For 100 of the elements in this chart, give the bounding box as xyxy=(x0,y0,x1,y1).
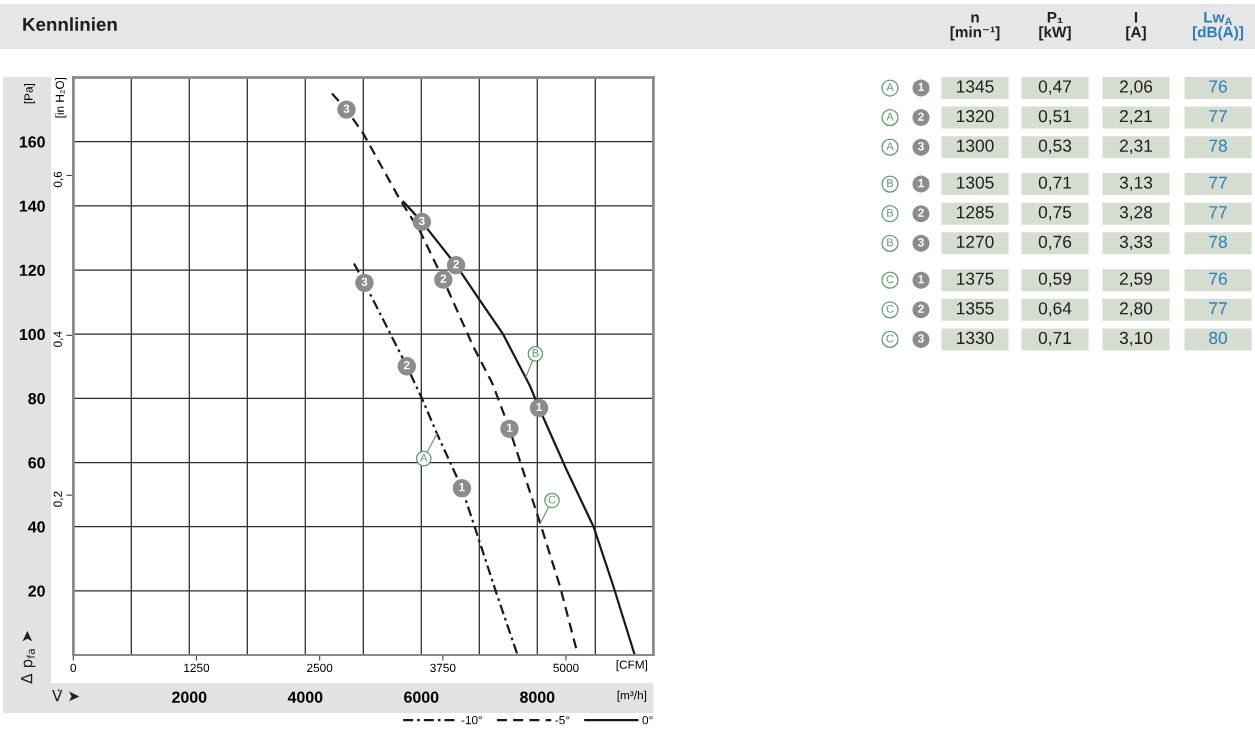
category-label: Lw$_{A}$ [dB(A)] xyxy=(1192,12,1244,41)
category-label: C xyxy=(886,304,894,313)
text: 78 xyxy=(1209,139,1227,152)
category-label: 1 xyxy=(918,275,924,284)
x-tick-label: 2000 xyxy=(172,691,207,703)
text: 77 xyxy=(1209,176,1227,189)
text: 1355 xyxy=(957,302,994,315)
text: 1345 xyxy=(957,80,994,93)
text: 3,33 xyxy=(1119,235,1153,251)
text: 0,76 xyxy=(1038,235,1072,251)
text: 0,59 xyxy=(1038,272,1072,287)
text: 0,53 xyxy=(1038,139,1072,154)
category-label: 1 xyxy=(918,179,924,188)
text: 2,06 xyxy=(1119,80,1153,95)
text: 76 xyxy=(1209,272,1227,285)
annotation: 2 xyxy=(403,361,410,370)
text: 1300 xyxy=(957,139,994,152)
text: 0,75 xyxy=(1038,206,1072,221)
text: 0,47 xyxy=(1038,80,1072,95)
x2-tick-label: 2500 xyxy=(307,663,333,672)
annotation: 1 xyxy=(459,483,465,492)
text: 1375 xyxy=(957,272,994,285)
x2-tick-label: 3750 xyxy=(430,663,456,672)
annotation: B xyxy=(532,349,539,357)
legend-label: 0° xyxy=(642,715,653,725)
x-tick-label: 4000 xyxy=(287,691,323,703)
text: 0,51 xyxy=(1038,109,1072,125)
category-label: A xyxy=(886,112,894,121)
category-label: C xyxy=(886,275,894,284)
category-label: A xyxy=(886,142,894,151)
category-label: I [A] xyxy=(1126,12,1146,41)
annotation: 3 xyxy=(418,216,425,226)
y-axis-title: [Pa] xyxy=(24,84,36,104)
x2-tick-label: 1250 xyxy=(184,663,210,672)
line-series xyxy=(352,262,519,655)
text: 77 xyxy=(1209,110,1227,123)
y2-axis-title: [in H₂O] xyxy=(55,77,67,118)
text: 1270 xyxy=(957,235,994,248)
text: 1285 xyxy=(957,206,994,219)
annotation: 1 xyxy=(506,423,513,432)
y-tick-label: 160 xyxy=(19,136,45,148)
annotation: C xyxy=(548,495,556,504)
category-label: B xyxy=(887,179,894,187)
text: 1320 xyxy=(957,109,994,123)
x2-tick-label: 5000 xyxy=(553,663,579,672)
chart-title: Kennlinien xyxy=(23,17,117,32)
text: Δ p$_{fa}$ ➤ xyxy=(21,631,36,684)
annotation: 3 xyxy=(361,277,368,287)
category-label: B xyxy=(887,208,894,217)
category-label: 3 xyxy=(917,142,924,151)
text: 2,21 xyxy=(1119,109,1153,125)
annotation: 2 xyxy=(440,274,447,283)
y-tick-label: 140 xyxy=(19,200,45,212)
category-label: B xyxy=(887,238,894,247)
text: 77 xyxy=(1209,302,1227,315)
y-tick-label: 60 xyxy=(28,457,45,469)
text: 0,64 xyxy=(1038,302,1072,317)
text: 2,59 xyxy=(1119,272,1153,287)
x2-axis-title: [CFM] xyxy=(616,660,648,672)
annotation: 3 xyxy=(343,104,350,113)
y-tick-label: 100 xyxy=(19,328,45,341)
text: 3,28 xyxy=(1119,206,1153,221)
category-label: 3 xyxy=(917,334,924,343)
text: 76 xyxy=(1209,80,1227,93)
x-tick-label: 6000 xyxy=(404,691,439,703)
y-tick-label: 120 xyxy=(19,264,45,276)
text: 78 xyxy=(1209,235,1227,248)
x-tick-label: 8000 xyxy=(520,691,555,703)
text: 80 xyxy=(1209,331,1227,345)
y2-tick-label: 0,2 xyxy=(53,491,64,507)
annotation: A xyxy=(420,453,428,462)
y2-tick-label: 0,4 xyxy=(53,331,64,347)
text: 0,71 xyxy=(1038,176,1072,191)
annotation: 1 xyxy=(536,402,542,412)
y-tick-label: 80 xyxy=(28,392,45,405)
category-label: 3 xyxy=(917,238,924,247)
y2-tick-label: 0,6 xyxy=(53,171,64,188)
text: V̇ ➤ xyxy=(52,689,80,702)
y-tick-label: 20 xyxy=(28,585,45,597)
x2-tick-label: 0 xyxy=(70,663,77,672)
category-label: C xyxy=(886,334,894,343)
category-label: 2 xyxy=(918,112,924,121)
category-label: A xyxy=(886,83,894,91)
text: 0,71 xyxy=(1038,331,1072,347)
text: 2,80 xyxy=(1119,302,1153,317)
text: 3,10 xyxy=(1119,331,1153,347)
text: 1305 xyxy=(957,176,994,189)
legend-label: -5° xyxy=(555,715,570,725)
category-label: P₁ [kW] xyxy=(1039,12,1071,41)
text: 3,13 xyxy=(1119,176,1153,191)
category-label: 2 xyxy=(918,208,924,217)
annotation: 2 xyxy=(453,260,459,269)
category-label: 2 xyxy=(918,304,924,313)
text: 2,31 xyxy=(1119,139,1153,154)
text: 1330 xyxy=(957,331,994,345)
text: 77 xyxy=(1209,206,1227,219)
x-axis-title: [m³/h] xyxy=(617,690,647,702)
legend-label: -10° xyxy=(461,715,483,725)
category-label: 1 xyxy=(918,82,924,92)
y-tick-label: 40 xyxy=(28,521,45,533)
